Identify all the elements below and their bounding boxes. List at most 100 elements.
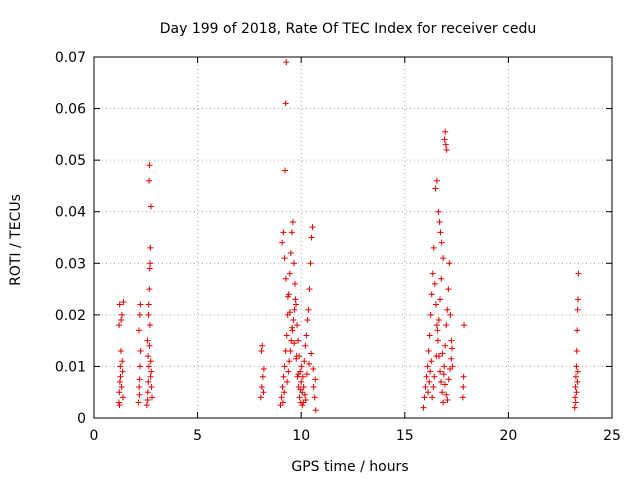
data-point [283, 59, 290, 66]
data-point [437, 296, 444, 303]
data-point [572, 394, 579, 401]
data-point [433, 353, 440, 360]
data-point [446, 366, 453, 373]
data-point [258, 347, 265, 354]
data-point [117, 373, 124, 380]
data-point [443, 146, 450, 153]
data-point [136, 391, 143, 398]
data-point [434, 337, 441, 344]
data-point [434, 327, 441, 334]
data-point [144, 337, 151, 344]
data-point [143, 402, 150, 409]
data-point [289, 219, 296, 226]
data-point [461, 322, 468, 329]
data-point [572, 373, 579, 380]
data-point [425, 389, 432, 396]
data-point [443, 391, 450, 398]
data-point [294, 373, 301, 380]
data-point [146, 286, 153, 293]
data-point [573, 347, 580, 354]
data-point [147, 203, 154, 210]
data-point [287, 249, 294, 256]
data-point [438, 378, 445, 385]
data-point [575, 296, 582, 303]
data-point [295, 371, 302, 378]
data-point [444, 306, 451, 313]
data-point [281, 255, 288, 262]
data-point [444, 396, 451, 403]
data-point [308, 350, 315, 357]
data-point [285, 368, 292, 375]
data-point [284, 293, 291, 300]
plot-frame [93, 56, 613, 419]
data-point [282, 167, 289, 174]
data-point [286, 358, 293, 365]
data-point [310, 384, 317, 391]
data-point [438, 275, 445, 282]
data-point [279, 399, 286, 406]
data-point [460, 373, 467, 380]
data-point [435, 208, 442, 215]
data-point [572, 399, 579, 406]
data-point [146, 322, 153, 329]
data-point [115, 399, 122, 406]
data-point [148, 368, 155, 375]
data-point [431, 280, 438, 287]
data-point [117, 363, 124, 370]
data-point [440, 371, 447, 378]
data-point [136, 384, 143, 391]
data-point [279, 384, 286, 391]
data-point [145, 353, 152, 360]
marks-layer [115, 59, 582, 414]
data-point [441, 136, 448, 143]
data-point [291, 306, 298, 313]
data-point [297, 386, 304, 393]
data-point [119, 368, 126, 375]
x-tick-label: 0 [90, 428, 99, 444]
data-point [442, 128, 449, 135]
data-point [306, 286, 313, 293]
data-point [432, 301, 439, 308]
data-point [573, 363, 580, 370]
data-point [574, 378, 581, 385]
data-point [116, 301, 123, 308]
data-point [308, 234, 315, 241]
data-point [442, 342, 449, 349]
x-tick-label: 15 [396, 428, 414, 444]
data-point [432, 185, 439, 192]
data-point [445, 286, 452, 293]
data-point [293, 355, 300, 362]
data-point [433, 177, 440, 184]
data-point [149, 394, 156, 401]
data-point [574, 306, 581, 313]
data-point [288, 229, 295, 236]
data-point [299, 373, 306, 380]
data-point [312, 376, 319, 383]
x-axis-label: GPS time / hours [291, 459, 408, 475]
data-point [421, 394, 428, 401]
data-point [147, 358, 154, 365]
data-point [118, 384, 125, 391]
data-point [145, 363, 152, 370]
data-point [148, 384, 155, 391]
data-point [437, 229, 444, 236]
y-axis-label: ROTI / TECUs [8, 194, 24, 286]
data-point [288, 337, 295, 344]
data-point [280, 229, 287, 236]
data-point [120, 394, 127, 401]
data-point [260, 366, 267, 373]
data-point [145, 378, 152, 385]
data-point [302, 396, 309, 403]
data-point [304, 317, 311, 324]
data-point [307, 260, 314, 267]
data-point [440, 399, 447, 406]
data-point [290, 317, 297, 324]
data-point [289, 324, 296, 331]
data-point [441, 381, 448, 388]
data-point [425, 347, 432, 354]
data-point [282, 100, 289, 107]
data-point [118, 317, 125, 324]
data-point [280, 373, 287, 380]
data-point [291, 280, 298, 287]
